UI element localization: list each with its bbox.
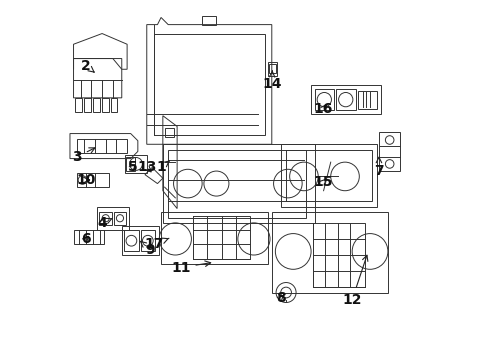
Bar — [124, 230, 139, 251]
Bar — [126, 157, 135, 171]
Bar — [193, 216, 250, 258]
Text: 14: 14 — [262, 71, 282, 91]
Bar — [99, 212, 112, 225]
Bar — [168, 150, 306, 217]
Bar — [336, 89, 356, 111]
Text: 16: 16 — [314, 102, 333, 116]
Text: 11: 11 — [171, 261, 211, 275]
Bar — [102, 98, 109, 112]
Text: 15: 15 — [314, 175, 333, 189]
Bar — [165, 128, 173, 137]
Text: 17: 17 — [144, 237, 169, 251]
Bar — [93, 98, 99, 112]
Bar — [358, 91, 377, 109]
Text: 6: 6 — [81, 232, 91, 246]
Bar — [315, 89, 334, 111]
Text: 7: 7 — [374, 157, 384, 178]
Text: 10: 10 — [76, 173, 96, 187]
Bar — [154, 33, 265, 135]
Text: 3: 3 — [73, 148, 95, 164]
Bar — [313, 223, 365, 287]
Text: 9: 9 — [140, 241, 155, 257]
Bar — [141, 230, 155, 251]
Text: 1: 1 — [156, 161, 169, 175]
Bar — [202, 16, 217, 24]
Bar — [286, 150, 372, 202]
Bar — [114, 212, 126, 225]
Bar — [270, 64, 276, 73]
Text: 5: 5 — [127, 161, 137, 175]
Text: 13: 13 — [137, 161, 156, 175]
Bar — [77, 139, 127, 153]
Bar — [111, 98, 118, 112]
Text: 8: 8 — [276, 291, 286, 305]
Text: 2: 2 — [81, 59, 94, 73]
Text: 12: 12 — [343, 255, 368, 307]
Text: 4: 4 — [97, 216, 112, 230]
Bar — [75, 98, 82, 112]
Bar — [84, 98, 91, 112]
